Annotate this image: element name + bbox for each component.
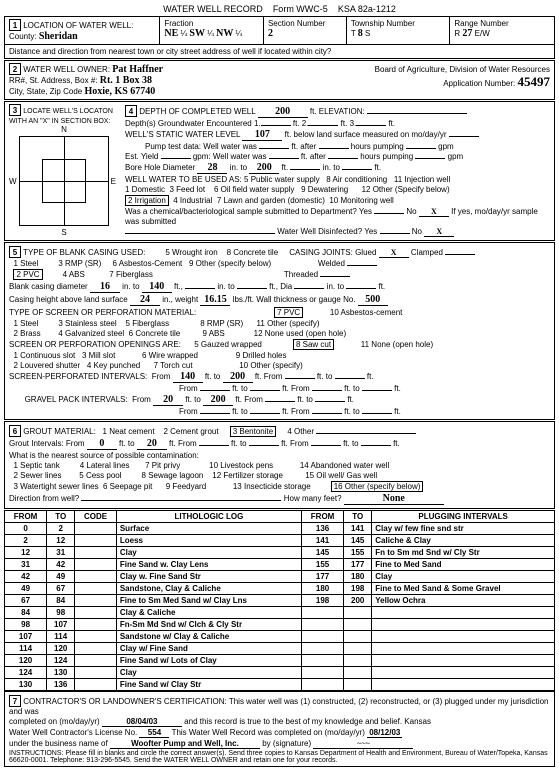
distance-label: Distance and direction from nearest town… bbox=[9, 47, 331, 56]
table-row: 8498Clay & Caliche bbox=[5, 607, 555, 619]
section-value: 2 bbox=[268, 28, 273, 39]
table-row: 98107Fn-Sm Md Snd w/ Clch & Cly Str bbox=[5, 619, 555, 631]
table-row: 212Loess141145Caliche & Clay bbox=[5, 535, 555, 547]
certification-section: 7 CONTRACTOR'S OR LANDOWNER'S CERTIFICAT… bbox=[4, 691, 555, 767]
signature-field: ~~~ bbox=[313, 739, 413, 749]
table-row: 02Surface136141Clay w/ few fine snd str bbox=[5, 523, 555, 535]
lithologic-log-table: FROMTOCODE LITHOLOGIC LOG FROMTO PLUGGIN… bbox=[4, 510, 555, 691]
table-row: 130136Fine Sand w/ Clay Str bbox=[5, 679, 555, 691]
section-1-num: 1 bbox=[9, 19, 21, 31]
application-number: 45497 bbox=[518, 74, 551, 89]
table-row: 124130Clay bbox=[5, 667, 555, 679]
table-row: 4249Clay w. Fine Sand Str177180Clay bbox=[5, 571, 555, 583]
table-row: 3142Fine Sand w. Clay Lens155177Fine to … bbox=[5, 559, 555, 571]
grout-section: 6 GROUT MATERIAL: 1 Neat cement 2 Cement… bbox=[4, 421, 555, 509]
table-row: 4967Sandstone, Clay & Caliche180198Fine … bbox=[5, 583, 555, 595]
table-row: 120124Fine Sand w/ Lots of Clay bbox=[5, 655, 555, 667]
table-row: 114120Clay w/ Fine Sand bbox=[5, 643, 555, 655]
table-row: 6784Fine to Sm Med Sand w/ Clay Lns19820… bbox=[5, 595, 555, 607]
location-section: 1 LOCATION OF WATER WELL: County: Sherid… bbox=[4, 16, 555, 45]
table-row: 107114Sandstone w/ Clay & Caliche bbox=[5, 631, 555, 643]
section-locator-box bbox=[19, 136, 109, 226]
owner-name: Pat Haffner bbox=[112, 64, 163, 75]
casing-section: 5 TYPE OF BLANK CASING USED: 5 Wrought i… bbox=[4, 242, 555, 420]
locator-depth-section: 3 LOCATE WELL'S LOCATON WITH AN "X" IN S… bbox=[4, 101, 555, 241]
table-row: 1231Clay145155Fn to Sm md Snd w/ Cly Str bbox=[5, 547, 555, 559]
form-title: WATER WELL RECORD Form WWC-5 KSA 82a-121… bbox=[4, 4, 555, 14]
owner-section: 2 WATER WELL OWNER: Pat Haffner RR#, St.… bbox=[4, 60, 555, 100]
county-value: Sheridan bbox=[39, 31, 78, 42]
